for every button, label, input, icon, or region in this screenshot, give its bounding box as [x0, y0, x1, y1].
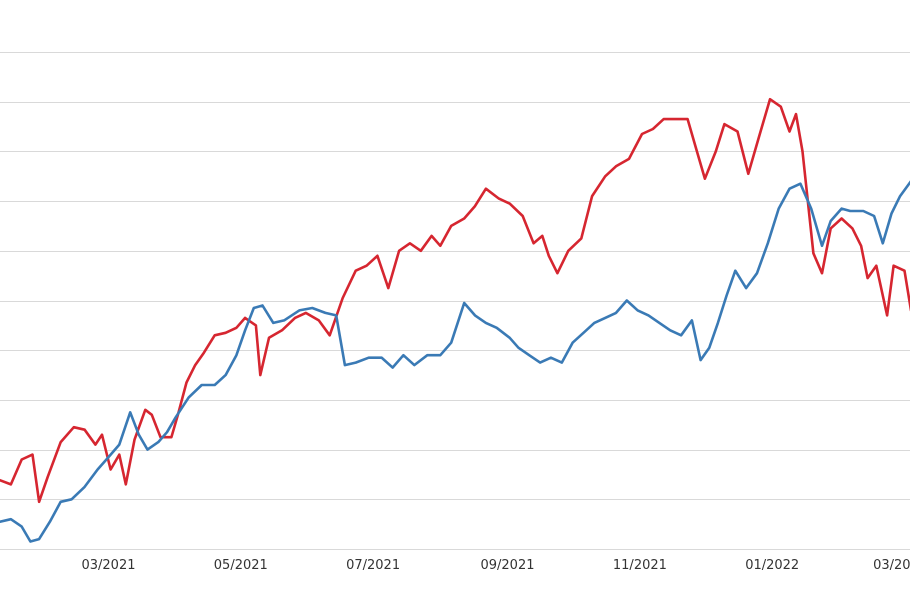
- x-axis-tick-labels: 03/2021 05/2021 07/2021 09/2021 11/2021 01/20…: [81, 558, 910, 573]
- series-lines: [0, 97, 910, 543]
- x-tick-label: 01/2022: [745, 558, 799, 573]
- series-line-1: [0, 97, 910, 504]
- x-tick-label: 05/2021: [214, 558, 268, 573]
- x-tick-label: 11/2021: [613, 558, 667, 573]
- gridlines: [0, 52, 910, 550]
- x-tick-label: 03/2021: [81, 558, 135, 573]
- x-tick-label: 07/2021: [346, 558, 400, 573]
- x-tick-label: 09/2021: [480, 558, 534, 573]
- series-line-2: [0, 180, 910, 543]
- x-tick-label: 03/2022: [873, 558, 910, 573]
